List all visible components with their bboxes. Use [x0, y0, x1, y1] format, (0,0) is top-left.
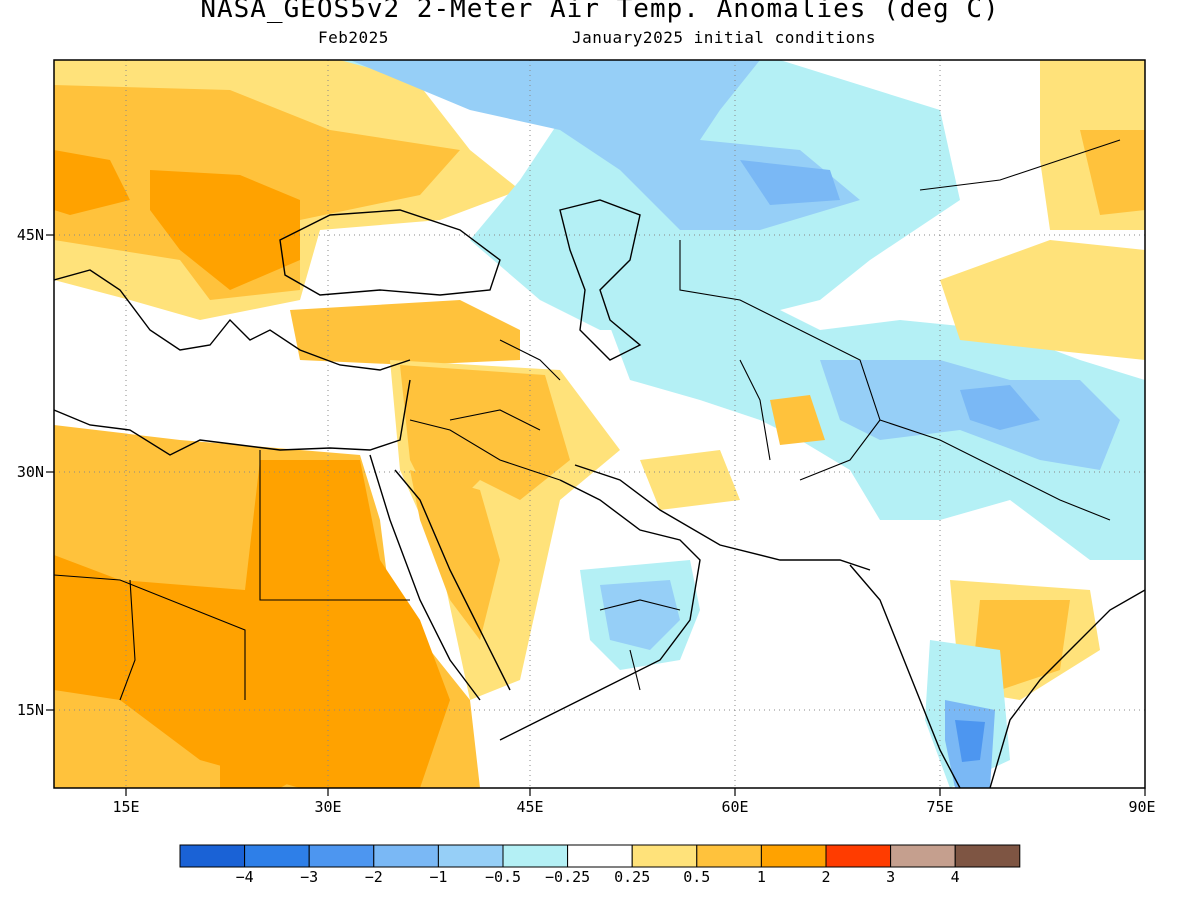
coastline-caspian — [559, 199, 642, 361]
coastlines — [54, 199, 1145, 788]
colorbar-swatch — [373, 844, 439, 868]
valid-month-label: Feb2025 — [318, 28, 389, 47]
colorbar-swatch — [179, 844, 246, 868]
anomaly-fields — [54, 60, 1145, 788]
colorbar-swatch — [760, 844, 827, 868]
warm-field-wchina — [940, 240, 1145, 360]
map-frame — [53, 59, 1146, 789]
hot-field-sudan — [220, 680, 330, 788]
coastline-redsea-west — [369, 454, 481, 701]
colorbar-label: −0.5 — [484, 868, 522, 886]
colorbar — [179, 844, 1021, 868]
cool-field-tibet-core — [960, 385, 1040, 430]
lon-label-45e: 45E — [516, 798, 544, 816]
hot-field-balkans — [150, 170, 300, 290]
warm-field-pakistan — [770, 395, 825, 445]
colorbar-label: −4 — [235, 868, 254, 886]
colorbar-label: −2 — [364, 868, 383, 886]
colorbar-swatch — [567, 844, 633, 868]
colorbar-swatch — [437, 844, 504, 868]
coastline-india — [849, 564, 961, 788]
warm-field-arabia — [410, 470, 500, 640]
colorbar-label: −1 — [429, 868, 448, 886]
colorbar-swatch — [631, 844, 698, 868]
lat-label-15n: 15N — [16, 701, 44, 719]
lon-label-30e: 30E — [314, 798, 342, 816]
colorbar-label: 2 — [821, 868, 831, 886]
coastline-redsea-east — [394, 469, 511, 691]
lon-label-90e: 90E — [1128, 798, 1156, 816]
colorbar-swatch — [890, 844, 956, 868]
country-borders — [54, 139, 1121, 701]
hot-field-northeast — [1080, 130, 1145, 215]
colorbar-label: 3 — [886, 868, 896, 886]
cool-field-oman-core — [600, 580, 680, 650]
coastline-blacksea — [279, 209, 501, 296]
axis-ticks — [46, 234, 1146, 796]
cool-field-kazakh-core — [740, 160, 840, 205]
map-title: NASA_GEOS5v2 2-Meter Air Temp. Anomalies… — [200, 0, 1000, 24]
colorbar-swatch — [502, 844, 569, 868]
colorbar-label: 4 — [950, 868, 960, 886]
colorbar-swatch — [825, 844, 892, 868]
colorbar-swatch — [308, 844, 375, 868]
warm-field-turkey — [290, 300, 520, 365]
colorbar-swatch — [954, 844, 1021, 868]
colorbar-label: 0.25 — [614, 868, 651, 886]
colorbar-label: 0.5 — [683, 868, 711, 886]
hot-field-sahara — [54, 460, 450, 788]
colorbar-swatch — [696, 844, 762, 868]
coastline-med-north — [54, 269, 411, 371]
coastline-gulf — [499, 479, 701, 741]
lon-label-15e: 15E — [112, 798, 140, 816]
cool-field-kazakh — [350, 60, 860, 230]
colorbar-label: −0.25 — [545, 868, 591, 886]
warm-field-iran — [640, 450, 740, 510]
hot-field-westeurope — [54, 150, 130, 215]
coastline-iran-south — [574, 464, 871, 571]
lon-label-60e: 60E — [721, 798, 749, 816]
lon-label-75e: 75E — [926, 798, 954, 816]
cool-field-sindia-tip — [955, 720, 985, 762]
colorbar-swatch — [244, 844, 310, 868]
colorbar-label: −3 — [300, 868, 319, 886]
init-conditions-label: January2025 initial conditions — [572, 28, 876, 47]
coastline-med-south — [54, 379, 411, 456]
coastline-india-east — [989, 589, 1145, 788]
colorbar-label: 1 — [756, 868, 766, 886]
lat-label-30n: 30N — [16, 463, 44, 481]
grid-lines — [54, 60, 1145, 788]
lat-label-45n: 45N — [16, 226, 44, 244]
